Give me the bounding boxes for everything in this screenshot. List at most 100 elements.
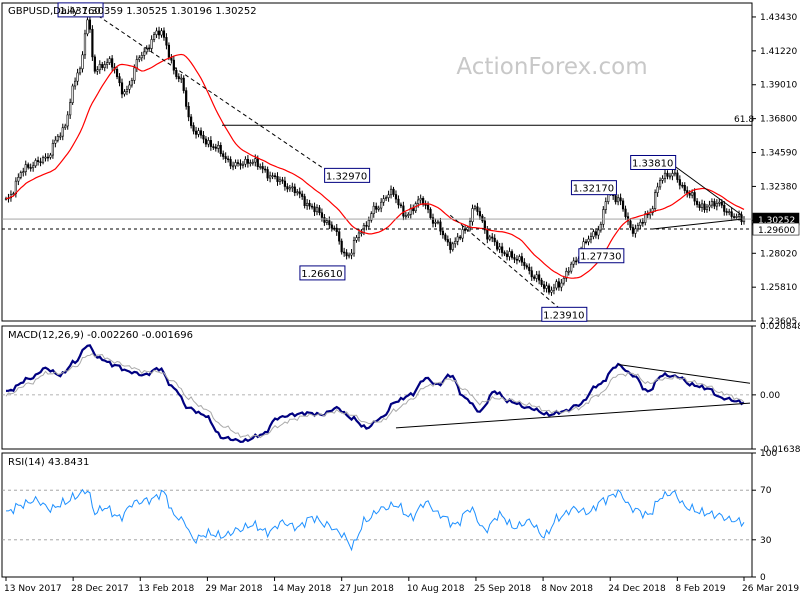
candle-body bbox=[108, 58, 111, 63]
candle-body bbox=[46, 156, 50, 159]
candle-body bbox=[167, 44, 171, 58]
candle-body bbox=[439, 221, 442, 232]
candle-body bbox=[520, 256, 523, 263]
candle-body bbox=[567, 270, 570, 273]
candle-body bbox=[703, 203, 706, 211]
candle-body bbox=[552, 287, 556, 291]
candle-body bbox=[138, 57, 141, 60]
candle-body bbox=[584, 241, 588, 244]
candle-body bbox=[621, 200, 625, 210]
candle-body bbox=[130, 80, 133, 86]
candle-body bbox=[261, 166, 264, 170]
candle-body bbox=[182, 77, 185, 91]
candle-body bbox=[631, 227, 635, 234]
candle-body bbox=[310, 205, 314, 208]
candle-body bbox=[661, 178, 664, 181]
candle-body bbox=[389, 188, 393, 196]
x-tick-label: 10 Aug 2018 bbox=[407, 584, 465, 594]
price-annotation-label: 1.27730 bbox=[580, 252, 621, 263]
candle-body bbox=[345, 252, 348, 257]
price-annotation-box bbox=[324, 167, 371, 183]
candle-body bbox=[268, 175, 272, 179]
price-annotation: 1.43760 bbox=[57, 2, 104, 18]
candle-body bbox=[44, 156, 47, 159]
candle-body bbox=[718, 201, 721, 204]
candle-body bbox=[350, 252, 353, 256]
candle-body bbox=[286, 186, 289, 190]
candle-body bbox=[234, 162, 237, 167]
price-annotation: 1.27730 bbox=[578, 248, 625, 264]
candle-body bbox=[599, 223, 602, 231]
candle-body bbox=[434, 221, 437, 224]
candle-body bbox=[293, 186, 296, 194]
candle-body bbox=[101, 64, 104, 68]
candle-body bbox=[187, 106, 190, 118]
candle-body bbox=[278, 179, 282, 182]
candle-body bbox=[725, 211, 728, 213]
candle-body bbox=[597, 229, 600, 236]
price-annotation-label: 1.33810 bbox=[632, 158, 673, 169]
candle-body bbox=[723, 204, 726, 212]
candle-body bbox=[402, 205, 405, 217]
candle-body bbox=[303, 196, 306, 206]
candle-body bbox=[133, 67, 136, 81]
candle-body bbox=[399, 204, 403, 207]
candle-body bbox=[338, 231, 341, 242]
candle-body bbox=[27, 164, 30, 168]
support-price-label: 1.29600 bbox=[758, 226, 795, 236]
candle-body bbox=[190, 116, 193, 126]
candle-body bbox=[478, 211, 482, 217]
candle-body bbox=[496, 241, 499, 250]
candle-body bbox=[654, 192, 657, 209]
candle-body bbox=[698, 204, 701, 208]
candle-body bbox=[629, 220, 632, 228]
candle-body bbox=[323, 217, 326, 223]
candle-body bbox=[227, 158, 230, 161]
candle-body bbox=[185, 90, 188, 107]
price-y-tick-label: 1.39010 bbox=[760, 81, 797, 91]
candle-body bbox=[708, 204, 711, 208]
candle-body bbox=[330, 224, 333, 229]
candle-body bbox=[380, 201, 383, 209]
candle-body bbox=[710, 201, 714, 206]
candle-body bbox=[155, 30, 158, 35]
price-panel-title: GBPUSD,Daily 1.30359 1.30525 1.30196 1.3… bbox=[8, 6, 257, 17]
current-price-label: 1.30252 bbox=[758, 216, 795, 226]
rsi-y-tick-label: 100 bbox=[760, 449, 777, 459]
candle-body bbox=[617, 197, 620, 203]
x-tick-label: 8 Nov 2018 bbox=[541, 584, 593, 594]
x-tick-label: 13 Nov 2017 bbox=[4, 584, 62, 594]
triangle-upper-line bbox=[672, 164, 743, 216]
candle-body bbox=[431, 217, 435, 224]
candle-body bbox=[412, 207, 415, 212]
candle-body bbox=[602, 209, 605, 225]
macd-signal-line bbox=[5, 352, 745, 439]
candle-body bbox=[246, 158, 249, 164]
candle-body bbox=[214, 146, 217, 149]
x-tick-label: 28 Dec 2017 bbox=[71, 584, 129, 594]
candle-body bbox=[636, 225, 639, 230]
candle-body bbox=[483, 220, 486, 231]
candle-body bbox=[604, 201, 607, 210]
candle-body bbox=[192, 125, 195, 132]
candle-body bbox=[683, 185, 686, 191]
candle-body bbox=[209, 140, 212, 147]
candle-body bbox=[486, 229, 489, 240]
candle-body bbox=[555, 281, 558, 289]
price-annotation-label: 1.32170 bbox=[573, 184, 614, 195]
candle-body bbox=[49, 154, 52, 158]
candle-body bbox=[29, 167, 32, 169]
candle-body bbox=[111, 58, 114, 68]
candle-body bbox=[59, 135, 62, 138]
macd-y-tick-label: 0.020848 bbox=[760, 322, 800, 332]
candle-body bbox=[673, 172, 676, 175]
candle-body bbox=[651, 208, 654, 214]
candle-body bbox=[501, 246, 504, 253]
candle-body bbox=[106, 62, 109, 65]
candle-body bbox=[510, 251, 514, 258]
candle-body bbox=[207, 140, 210, 145]
macd-y-tick-label: -0.016389 bbox=[760, 445, 800, 455]
price-y-tick-label: 1.41220 bbox=[760, 47, 797, 57]
candle-body bbox=[140, 55, 143, 59]
candle-body bbox=[471, 208, 474, 223]
